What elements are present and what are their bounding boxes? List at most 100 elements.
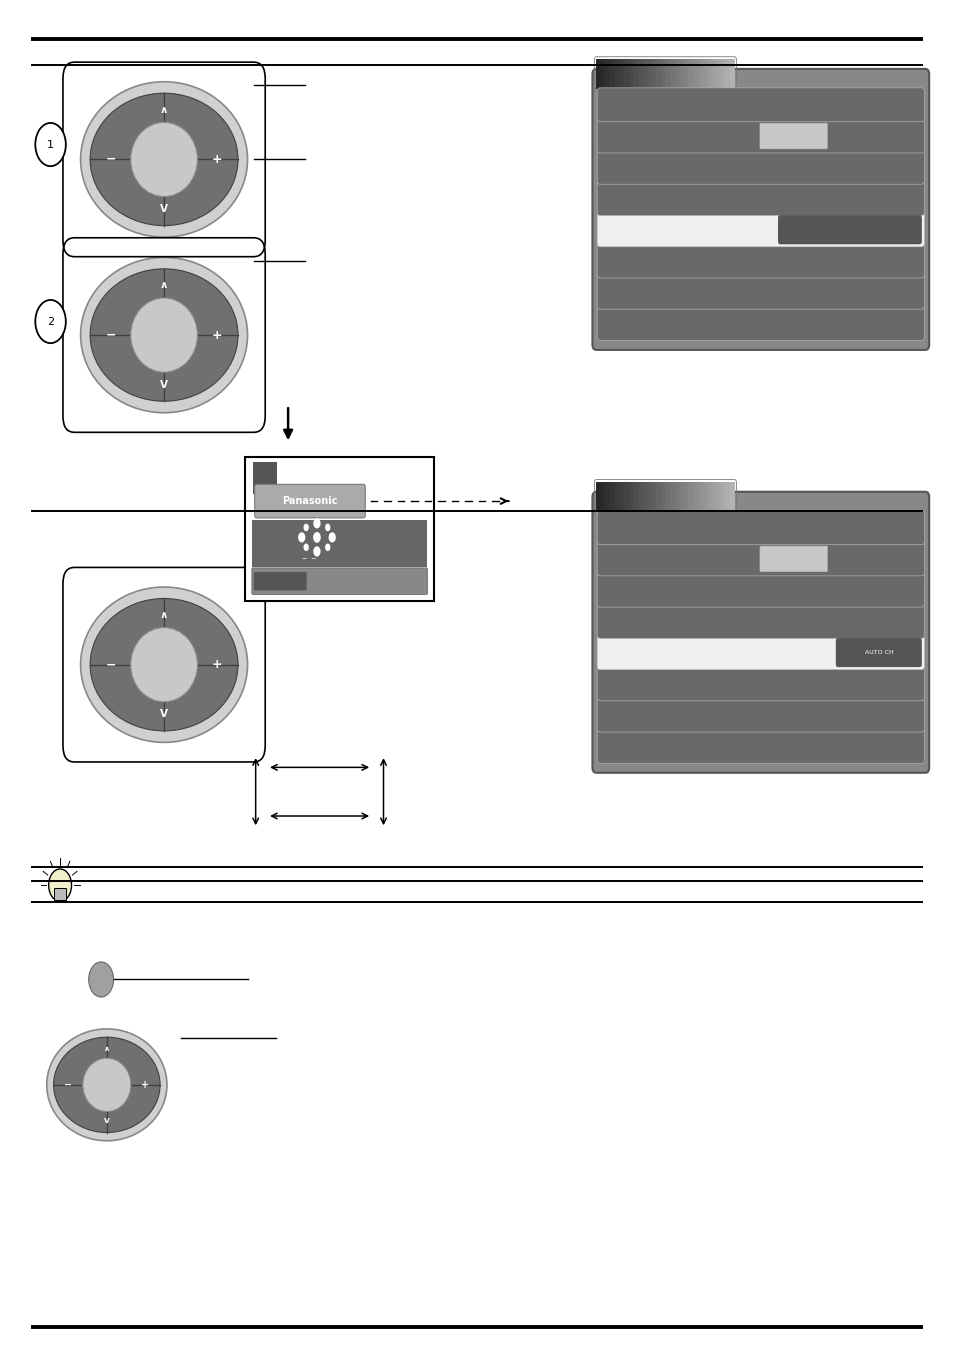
Bar bbox=[674, 59, 679, 89]
Text: −: − bbox=[65, 1079, 72, 1090]
Text: +: + bbox=[141, 1079, 149, 1090]
Bar bbox=[697, 482, 702, 512]
FancyBboxPatch shape bbox=[597, 730, 923, 763]
FancyBboxPatch shape bbox=[254, 484, 365, 517]
Bar bbox=[688, 59, 693, 89]
FancyBboxPatch shape bbox=[252, 567, 427, 594]
Bar bbox=[628, 482, 634, 512]
Ellipse shape bbox=[131, 123, 197, 196]
Circle shape bbox=[325, 543, 330, 551]
Text: ∧: ∧ bbox=[160, 281, 168, 290]
FancyBboxPatch shape bbox=[592, 492, 928, 773]
Bar bbox=[683, 59, 689, 89]
Bar bbox=[656, 59, 661, 89]
Bar bbox=[618, 482, 624, 512]
Bar bbox=[600, 59, 606, 89]
Ellipse shape bbox=[131, 299, 197, 373]
Bar bbox=[637, 482, 642, 512]
Circle shape bbox=[313, 532, 320, 543]
Bar bbox=[623, 59, 629, 89]
Text: V: V bbox=[160, 380, 168, 389]
Bar bbox=[646, 59, 652, 89]
Bar bbox=[711, 59, 717, 89]
Circle shape bbox=[89, 962, 113, 997]
FancyBboxPatch shape bbox=[597, 88, 923, 122]
FancyBboxPatch shape bbox=[597, 573, 923, 607]
FancyBboxPatch shape bbox=[245, 457, 434, 601]
Text: V: V bbox=[160, 709, 168, 719]
Circle shape bbox=[328, 532, 335, 543]
Bar bbox=[701, 482, 707, 512]
Bar bbox=[609, 482, 615, 512]
Bar bbox=[637, 59, 642, 89]
Bar bbox=[711, 482, 717, 512]
FancyBboxPatch shape bbox=[597, 276, 923, 309]
Text: Panasonic: Panasonic bbox=[282, 496, 337, 507]
Text: AUTO CH: AUTO CH bbox=[864, 650, 893, 655]
Text: ∧: ∧ bbox=[160, 105, 168, 115]
Ellipse shape bbox=[90, 269, 237, 401]
Text: V: V bbox=[104, 1117, 110, 1124]
FancyBboxPatch shape bbox=[592, 69, 928, 350]
FancyBboxPatch shape bbox=[778, 216, 921, 245]
Bar bbox=[692, 59, 698, 89]
Bar bbox=[729, 482, 735, 512]
Ellipse shape bbox=[90, 598, 237, 731]
Bar bbox=[701, 59, 707, 89]
Circle shape bbox=[35, 123, 66, 166]
Ellipse shape bbox=[80, 257, 247, 413]
Bar bbox=[716, 59, 720, 89]
Bar bbox=[688, 482, 693, 512]
Bar bbox=[596, 482, 601, 512]
Bar bbox=[729, 59, 735, 89]
Bar bbox=[683, 482, 689, 512]
Text: +: + bbox=[212, 658, 222, 671]
Bar bbox=[716, 482, 720, 512]
Bar bbox=[253, 462, 277, 494]
FancyBboxPatch shape bbox=[597, 604, 923, 639]
Bar bbox=[605, 59, 610, 89]
Circle shape bbox=[313, 519, 320, 528]
Bar bbox=[614, 482, 619, 512]
Bar bbox=[664, 59, 670, 89]
Bar bbox=[692, 482, 698, 512]
Circle shape bbox=[313, 546, 320, 557]
Bar bbox=[697, 59, 702, 89]
Bar bbox=[605, 482, 610, 512]
Bar bbox=[641, 59, 647, 89]
Bar bbox=[706, 59, 712, 89]
FancyBboxPatch shape bbox=[597, 542, 923, 576]
Bar bbox=[656, 482, 661, 512]
Bar bbox=[651, 59, 657, 89]
Bar bbox=[633, 59, 638, 89]
Text: −  −: − − bbox=[302, 555, 316, 561]
Circle shape bbox=[325, 524, 330, 531]
FancyBboxPatch shape bbox=[597, 150, 923, 184]
Circle shape bbox=[49, 869, 71, 901]
Bar bbox=[724, 482, 730, 512]
Text: V: V bbox=[160, 204, 168, 213]
Ellipse shape bbox=[90, 93, 237, 226]
Bar bbox=[614, 59, 619, 89]
Text: 1: 1 bbox=[47, 139, 54, 150]
FancyBboxPatch shape bbox=[253, 571, 306, 590]
Ellipse shape bbox=[53, 1038, 160, 1132]
Bar bbox=[669, 482, 675, 512]
Circle shape bbox=[35, 300, 66, 343]
Bar bbox=[679, 482, 684, 512]
Text: ∧: ∧ bbox=[104, 1046, 110, 1052]
FancyBboxPatch shape bbox=[759, 123, 826, 149]
FancyBboxPatch shape bbox=[597, 698, 923, 732]
Bar bbox=[660, 59, 665, 89]
FancyBboxPatch shape bbox=[597, 511, 923, 544]
Text: +: + bbox=[212, 153, 222, 166]
Bar bbox=[633, 482, 638, 512]
Bar bbox=[664, 482, 670, 512]
Bar bbox=[628, 59, 634, 89]
FancyBboxPatch shape bbox=[597, 636, 923, 670]
Circle shape bbox=[303, 543, 309, 551]
FancyBboxPatch shape bbox=[597, 213, 923, 247]
Bar bbox=[618, 59, 624, 89]
Bar bbox=[720, 482, 725, 512]
Text: 2: 2 bbox=[47, 316, 54, 327]
